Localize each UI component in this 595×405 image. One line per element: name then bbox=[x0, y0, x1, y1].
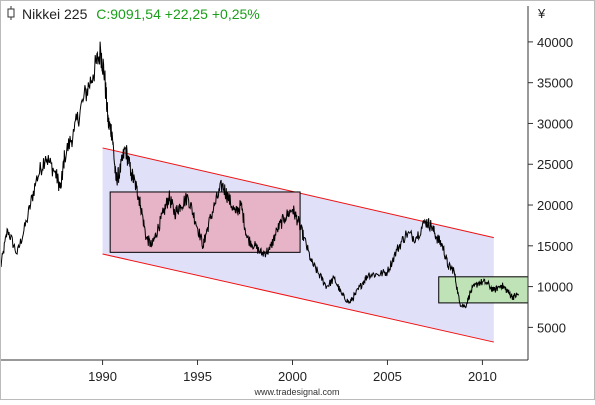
x-tick-label: 2000 bbox=[278, 369, 307, 384]
y-tick-label: 10000 bbox=[537, 280, 573, 295]
x-tick-label: 1995 bbox=[183, 369, 212, 384]
x-tick-label: 2005 bbox=[373, 369, 402, 384]
svg-text:Nikkei 225 C:9091,54 +: Nikkei 225 C:9091,54 +22,25 +0,25% bbox=[22, 6, 260, 22]
header: Nikkei 225 C:9091,54 +22,25 +0,25% bbox=[7, 6, 260, 22]
y-tick-label: 15000 bbox=[537, 239, 573, 254]
y-tick-label: 20000 bbox=[537, 198, 573, 213]
x-tick-label: 1990 bbox=[88, 369, 117, 384]
y-tick-label: 5000 bbox=[537, 320, 566, 335]
candle-icon bbox=[7, 6, 15, 20]
channel-lower-line bbox=[102, 253, 494, 343]
y-axis-unit: ¥ bbox=[537, 6, 546, 21]
y-tick-label: 35000 bbox=[537, 76, 573, 91]
quote-label: C:9091,54 +22,25 +0,25% bbox=[96, 6, 259, 22]
y-tick-label: 25000 bbox=[537, 157, 573, 172]
x-tick-label: 2010 bbox=[468, 369, 497, 384]
watermark: www.tradesignal.com bbox=[253, 387, 339, 397]
y-tick-label: 30000 bbox=[537, 116, 573, 131]
y-tick-label: 40000 bbox=[537, 35, 573, 50]
series-line-0 bbox=[0, 41, 519, 309]
symbol-label: Nikkei 225 bbox=[22, 6, 88, 22]
